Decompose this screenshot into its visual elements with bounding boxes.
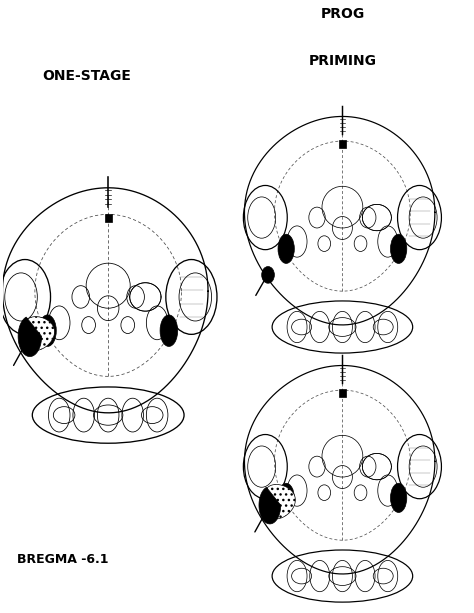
Polygon shape (259, 487, 281, 524)
Ellipse shape (391, 483, 407, 512)
Ellipse shape (398, 186, 441, 249)
Ellipse shape (243, 435, 287, 499)
Polygon shape (18, 317, 42, 357)
Ellipse shape (166, 259, 217, 334)
Ellipse shape (278, 234, 294, 264)
Text: BREGMA -6.1: BREGMA -6.1 (17, 554, 109, 566)
Ellipse shape (391, 234, 407, 264)
Bar (339, 389, 346, 397)
Polygon shape (23, 317, 55, 351)
Text: ONE-STAGE: ONE-STAGE (43, 69, 131, 83)
Text: PRIMING: PRIMING (309, 53, 376, 67)
Text: PROG: PROG (320, 7, 365, 21)
Ellipse shape (243, 186, 287, 249)
Ellipse shape (272, 301, 413, 353)
Ellipse shape (0, 259, 51, 334)
Ellipse shape (262, 267, 274, 283)
Ellipse shape (39, 315, 56, 346)
Ellipse shape (32, 387, 184, 443)
Ellipse shape (272, 550, 413, 602)
Ellipse shape (278, 483, 294, 512)
Ellipse shape (398, 435, 441, 499)
Ellipse shape (160, 315, 178, 346)
Bar (339, 140, 346, 148)
Bar (105, 214, 111, 221)
Polygon shape (264, 484, 295, 519)
